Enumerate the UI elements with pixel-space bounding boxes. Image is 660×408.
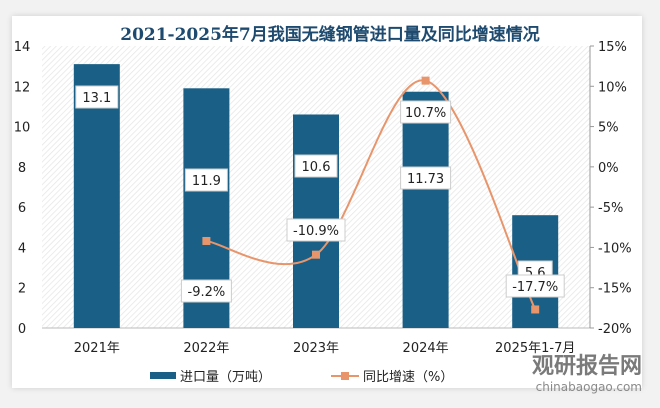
y-left-tick-label: 14 bbox=[14, 40, 31, 55]
x-tick-label: 2024年 bbox=[403, 341, 449, 356]
y-left-tick-label: 4 bbox=[18, 241, 26, 256]
y-left-tick-label: 6 bbox=[18, 201, 26, 216]
legend-item-bar: 进口量（万吨） bbox=[150, 366, 271, 385]
y-left-tick-label: 0 bbox=[18, 322, 26, 337]
y-right-tick-label: -5% bbox=[598, 201, 623, 216]
line-data-label-box bbox=[286, 218, 346, 242]
legend-bar-label: 进口量（万吨） bbox=[180, 370, 272, 385]
y-right-tick-label: 15% bbox=[598, 40, 627, 55]
bar-data-label: 13.1 bbox=[82, 91, 111, 106]
chart-title: 2021-2025年7月我国无缝钢管进口量及同比增速情况 bbox=[120, 25, 540, 45]
line-marker bbox=[202, 236, 211, 245]
bar-data-label-box bbox=[400, 166, 452, 190]
bar-data-label-box bbox=[294, 154, 338, 178]
growth-line bbox=[206, 79, 537, 310]
line-data-label: -9.2% bbox=[188, 285, 226, 300]
y-left-tick-label: 10 bbox=[14, 121, 31, 136]
line-marker bbox=[531, 305, 540, 314]
bar-data-label: 10.6 bbox=[302, 160, 331, 175]
line-data-label-box bbox=[505, 274, 565, 298]
line-marker bbox=[421, 76, 430, 85]
y-right-tick-label: -15% bbox=[598, 282, 632, 297]
line-marker bbox=[312, 250, 320, 259]
x-tick-label: 2022年 bbox=[183, 341, 229, 356]
bar bbox=[402, 91, 449, 328]
line-data-label: -17.7% bbox=[512, 280, 558, 295]
bar-data-label: 11.9 bbox=[192, 174, 221, 189]
line-data-label: -10.9% bbox=[293, 224, 339, 239]
legend-item-line: 同比增速（%） bbox=[331, 366, 453, 385]
y-right-tick-label: 0% bbox=[598, 161, 619, 176]
line-data-label: 10.7% bbox=[405, 106, 446, 121]
watermark: 观研报告网 chinabaogao.com bbox=[531, 354, 642, 394]
y-right-tick-label: -20% bbox=[598, 322, 632, 337]
legend-line-swatch bbox=[331, 371, 360, 380]
bar-data-label: 11.73 bbox=[407, 172, 444, 187]
x-tick-label: 2023年 bbox=[293, 341, 339, 356]
legend: 进口量（万吨） 同比增速（%） bbox=[150, 366, 453, 385]
x-tick-label: 2025年1-7月 bbox=[495, 341, 575, 356]
y-right-tick-label: 10% bbox=[598, 80, 627, 95]
legend-line-label: 同比增速（%） bbox=[363, 370, 454, 385]
legend-bar-swatch bbox=[150, 372, 176, 379]
y-right-tick-label: 5% bbox=[598, 121, 619, 136]
bar-data-label-box bbox=[184, 168, 228, 192]
y-left-tick-label: 12 bbox=[14, 80, 31, 95]
x-tick-label: 2021年 bbox=[74, 341, 120, 356]
y-right-tick-label: -10% bbox=[598, 241, 632, 256]
y-left-tick-label: 8 bbox=[18, 161, 26, 176]
bar-data-label-box bbox=[75, 85, 119, 109]
y-left-tick-label: 2 bbox=[18, 282, 26, 297]
line-data-label-box bbox=[400, 100, 452, 124]
line-data-label-box bbox=[180, 279, 232, 303]
